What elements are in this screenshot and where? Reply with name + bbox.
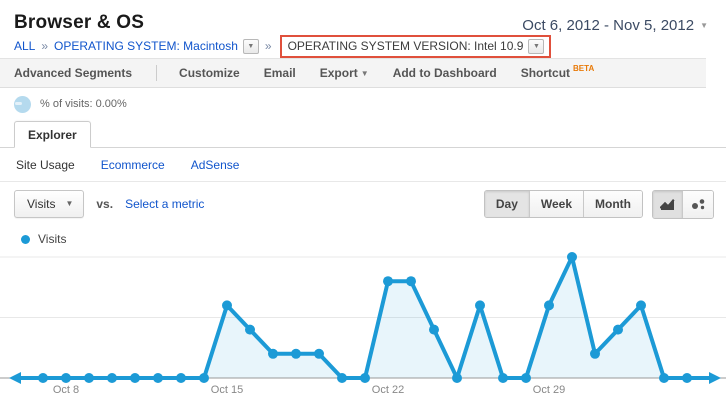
granularity-controls: Day Week Month: [483, 189, 714, 219]
granularity-week-button[interactable]: Week: [529, 191, 585, 217]
report-toolbar: Advanced Segments Customize Email Export…: [0, 58, 706, 88]
breadcrumb-all-link[interactable]: ALL: [14, 39, 36, 53]
legend-dot-icon: [21, 234, 30, 244]
export-label: Export: [319, 66, 358, 80]
pie-chart-icon: [14, 95, 31, 113]
line-chart-icon: [660, 198, 675, 210]
chart-legend: Visits: [0, 226, 726, 250]
metric-dropdown[interactable]: Visits ▼: [14, 190, 85, 218]
chevron-down-icon: ▼: [65, 199, 74, 208]
os-dropdown-button[interactable]: ▼: [242, 38, 259, 54]
report-header: Browser & OS Oct 6, 2012 - Nov 5, 2012 ▼: [0, 0, 726, 34]
subnav-adsense[interactable]: AdSense: [190, 157, 240, 172]
breadcrumb-separator: »: [264, 39, 272, 53]
metric-controls: Visits ▼ vs. Select a metric: [14, 190, 204, 218]
chart-type-buttons: [652, 189, 714, 219]
breadcrumb: ALL » OPERATING SYSTEM: Macintosh ▼ » OP…: [0, 34, 726, 58]
svg-text:Oct 15: Oct 15: [211, 384, 243, 396]
percent-of-visits: % of visits: 0.00%: [40, 98, 127, 110]
subnav-site-usage[interactable]: Site Usage: [16, 157, 75, 172]
customize-button[interactable]: Customize: [179, 66, 240, 80]
toolbar-divider: [156, 65, 158, 81]
chevron-down-icon: ▼: [247, 42, 255, 50]
visits-chart[interactable]: Oct 8 Oct 15 Oct 22 Oct 29: [0, 250, 726, 413]
motion-chart-icon: [691, 198, 704, 209]
subnav: Site Usage Ecommerce AdSense: [0, 148, 726, 182]
tab-bar: Explorer: [0, 120, 726, 148]
breadcrumb-os-link[interactable]: OPERATING SYSTEM: Macintosh: [54, 39, 238, 53]
tab-explorer[interactable]: Explorer: [14, 121, 91, 148]
subnav-ecommerce[interactable]: Ecommerce: [100, 157, 165, 172]
date-range-selector[interactable]: Oct 6, 2012 - Nov 5, 2012 ▼: [522, 17, 712, 34]
granularity-month-button[interactable]: Month: [584, 191, 642, 217]
date-range-text: Oct 6, 2012 - Nov 5, 2012: [522, 17, 695, 34]
advanced-segments-button[interactable]: Advanced Segments: [14, 66, 133, 80]
chart-controls: Visits ▼ vs. Select a metric Day Week Mo…: [0, 182, 726, 226]
beta-badge: BETA: [573, 64, 595, 73]
granularity-segmented-control: Day Week Month: [483, 190, 643, 218]
export-button[interactable]: Export ▼: [320, 66, 369, 80]
select-a-metric-link[interactable]: Select a metric: [125, 197, 205, 211]
visits-share-row: % of visits: 0.00%: [0, 88, 726, 120]
shortcut-label: Shortcut: [520, 66, 571, 80]
granularity-day-button[interactable]: Day: [484, 191, 530, 217]
add-to-dashboard-button[interactable]: Add to Dashboard: [392, 66, 497, 80]
legend-label: Visits: [38, 232, 67, 246]
breadcrumb-os-version: OPERATING SYSTEM VERSION: Intel 10.9: [287, 39, 524, 53]
line-chart-button[interactable]: [653, 190, 683, 218]
visits-chart-area: Oct 8 Oct 15 Oct 22 Oct 29: [0, 250, 726, 413]
vs-label: vs.: [96, 197, 114, 211]
metric-dropdown-label: Visits: [27, 197, 56, 211]
chevron-down-icon: ▼: [360, 69, 369, 78]
os-version-dropdown-button[interactable]: ▼: [528, 38, 545, 54]
chevron-down-icon: ▼: [532, 42, 540, 50]
shortcut-button[interactable]: Shortcut BETA: [520, 64, 595, 80]
svg-text:Oct 22: Oct 22: [372, 384, 404, 396]
chevron-down-icon: ▼: [700, 20, 708, 30]
breadcrumb-annotation-box: OPERATING SYSTEM VERSION: Intel 10.9 ▼: [279, 34, 552, 58]
svg-text:Oct 8: Oct 8: [53, 384, 79, 396]
email-button[interactable]: Email: [263, 66, 296, 80]
page-title: Browser & OS: [14, 12, 145, 33]
breadcrumb-separator: »: [41, 39, 49, 53]
svg-text:Oct 29: Oct 29: [533, 384, 565, 396]
motion-chart-button[interactable]: [683, 190, 713, 218]
